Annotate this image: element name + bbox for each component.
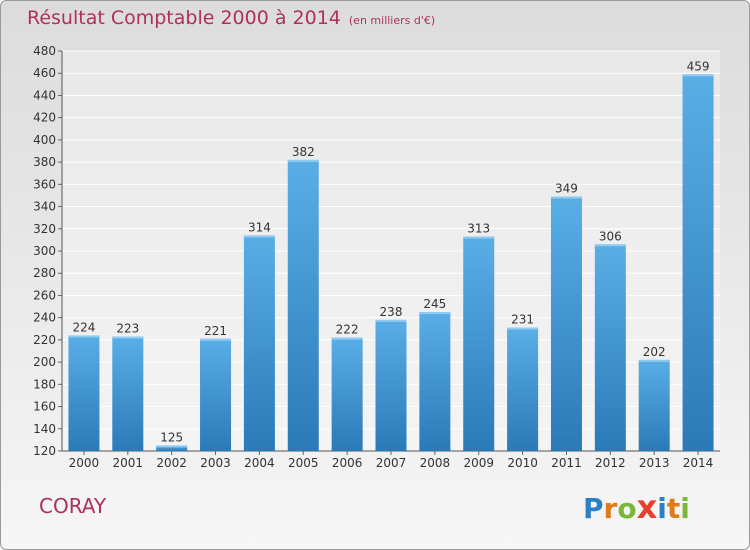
bar-highlight	[638, 359, 670, 362]
bar-highlight	[463, 236, 495, 239]
x-tick-label: 2008	[420, 456, 451, 470]
bar-highlight	[200, 338, 232, 341]
x-tick-label: 2003	[200, 456, 231, 470]
bar-value-label: 202	[643, 345, 666, 359]
x-tick-label: 2010	[507, 456, 538, 470]
y-tick-label: 440	[33, 88, 56, 102]
bar	[507, 327, 539, 451]
bar-highlight	[550, 196, 582, 199]
bar	[112, 336, 144, 451]
bar	[375, 319, 407, 451]
x-tick-label: 2001	[113, 456, 144, 470]
bar-value-label: 222	[336, 323, 359, 337]
chart-subtitle: (en milliers d'€)	[348, 14, 436, 27]
bar-highlight	[112, 336, 144, 339]
x-tick-label: 2013	[639, 456, 670, 470]
bar-value-label: 314	[248, 220, 271, 234]
y-tick-label: 360	[33, 177, 56, 191]
bar-value-label: 224	[72, 320, 95, 334]
y-tick-label: 340	[33, 200, 56, 214]
bar-value-label: 238	[380, 305, 403, 319]
x-tick-label: 2005	[288, 456, 319, 470]
logo-letter: o	[617, 492, 637, 525]
bar-highlight	[682, 74, 714, 77]
x-tick-label: 2006	[332, 456, 363, 470]
bar-highlight	[243, 235, 275, 238]
x-tick-label: 2009	[463, 456, 494, 470]
y-tick-label: 260	[33, 288, 56, 302]
logo-letter: i	[657, 492, 667, 525]
y-tick-label: 140	[33, 422, 56, 436]
x-tick-label: 2000	[69, 456, 100, 470]
bar-highlight	[594, 244, 626, 247]
bar-value-label: 459	[687, 59, 710, 73]
bar	[594, 244, 626, 451]
y-tick-label: 460	[33, 66, 56, 80]
bar	[243, 235, 275, 451]
logo-letter: t	[666, 492, 681, 525]
x-tick-label: 2002	[156, 456, 187, 470]
bar	[682, 74, 714, 451]
bar-value-label: 245	[423, 297, 446, 311]
bar	[331, 337, 363, 451]
y-tick-label: 480	[33, 44, 56, 58]
y-tick-label: 200	[33, 355, 56, 369]
commune-name: CORAY	[39, 494, 107, 518]
y-tick-label: 380	[33, 155, 56, 169]
bar-value-label: 349	[555, 182, 578, 196]
bar	[638, 359, 670, 451]
x-tick-label: 2004	[244, 456, 275, 470]
bar-highlight	[331, 337, 363, 340]
bar-value-label: 382	[292, 145, 315, 159]
chart-title: Résultat Comptable 2000 à 2014 (en millie…	[27, 7, 435, 29]
bar	[550, 196, 582, 451]
bar-value-label: 125	[160, 430, 183, 444]
y-tick-label: 280	[33, 266, 56, 280]
bar-highlight	[375, 319, 407, 322]
bar	[287, 159, 319, 451]
logo-letter: P	[583, 492, 604, 525]
logo-letter: x	[636, 488, 658, 526]
bar	[463, 236, 495, 451]
y-tick-label: 160	[33, 400, 56, 414]
bar-value-label: 231	[511, 313, 534, 327]
y-tick-label: 400	[33, 133, 56, 147]
bar-value-label: 313	[467, 222, 490, 236]
bar-highlight	[507, 327, 539, 330]
y-tick-label: 120	[33, 444, 56, 458]
y-tick-label: 300	[33, 244, 56, 258]
bar-highlight	[419, 312, 451, 315]
bar-value-label: 306	[599, 229, 622, 243]
bar	[200, 338, 232, 451]
bar-highlight	[68, 335, 100, 338]
y-tick-label: 220	[33, 333, 56, 347]
x-tick-label: 2014	[683, 456, 714, 470]
bar	[68, 335, 100, 451]
bar-highlight	[156, 445, 188, 448]
bar-highlight	[287, 159, 319, 162]
logo-letter: r	[603, 492, 618, 525]
proxiti-logo[interactable]: Proxiti	[583, 488, 690, 526]
y-tick-label: 420	[33, 111, 56, 125]
bar-value-label: 221	[204, 324, 227, 338]
logo-letter: i	[680, 492, 690, 525]
bar	[419, 312, 451, 451]
bar-value-label: 223	[116, 322, 139, 336]
bar	[156, 445, 188, 451]
chart-title-text: Résultat Comptable 2000 à 2014	[27, 7, 341, 29]
y-tick-label: 320	[33, 222, 56, 236]
x-tick-label: 2012	[595, 456, 626, 470]
y-tick-label: 240	[33, 311, 56, 325]
y-tick-label: 180	[33, 377, 56, 391]
x-tick-label: 2011	[551, 456, 582, 470]
x-tick-label: 2007	[376, 456, 407, 470]
